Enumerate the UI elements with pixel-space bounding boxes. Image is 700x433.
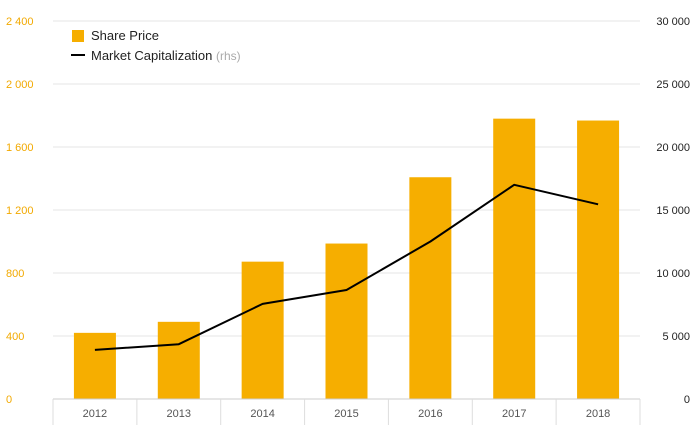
y-right-tick-label: 0 — [684, 394, 690, 406]
bar — [577, 120, 620, 399]
y-left-tick-label: 800 — [6, 268, 24, 280]
y-right-tick-label: 30 000 — [656, 16, 690, 28]
y-left-tick-label: 1 200 — [6, 205, 34, 217]
y-left-tick-label: 0 — [6, 394, 12, 406]
bar — [325, 243, 368, 399]
legend: Share Price Market Capitalization (rhs) — [71, 28, 241, 63]
legend-label-market-cap: Market Capitalization (rhs) — [91, 48, 241, 63]
y-left-tick-label: 2 000 — [6, 79, 34, 91]
x-tick-label: 2014 — [250, 408, 274, 420]
y-left-tick-label: 1 600 — [6, 142, 34, 154]
x-tick-label: 2015 — [334, 408, 358, 420]
legend-swatch-share-price — [72, 30, 84, 42]
x-tick-label: 2013 — [167, 408, 191, 420]
y-right-tick-label: 25 000 — [656, 79, 690, 91]
y-right-tick-label: 10 000 — [656, 268, 690, 280]
y-right-tick-label: 20 000 — [656, 142, 690, 154]
legend-label-share-price: Share Price — [91, 28, 159, 43]
bar — [73, 332, 116, 399]
line-series — [94, 183, 599, 351]
bar — [409, 177, 452, 399]
y-right-tick-label: 5 000 — [662, 331, 690, 343]
market-cap-line — [94, 183, 599, 351]
y-left-tick-label: 400 — [6, 331, 24, 343]
share-price-bars — [73, 118, 620, 400]
x-tick-label: 2016 — [418, 408, 442, 420]
axes: 0 400 800 1 200 1 600 2 000 2 400 0 5 000 10 000 1… — [6, 16, 690, 425]
x-tick-label: 2012 — [83, 408, 107, 420]
x-tick-label: 2017 — [502, 408, 526, 420]
gridlines — [53, 20, 640, 337]
y-right-tick-label: 15 000 — [656, 205, 690, 217]
bar — [157, 321, 200, 399]
bar — [493, 118, 536, 400]
x-tick-label: 2018 — [586, 408, 610, 420]
bar — [241, 261, 284, 399]
y-left-tick-label: 2 400 — [6, 16, 34, 28]
